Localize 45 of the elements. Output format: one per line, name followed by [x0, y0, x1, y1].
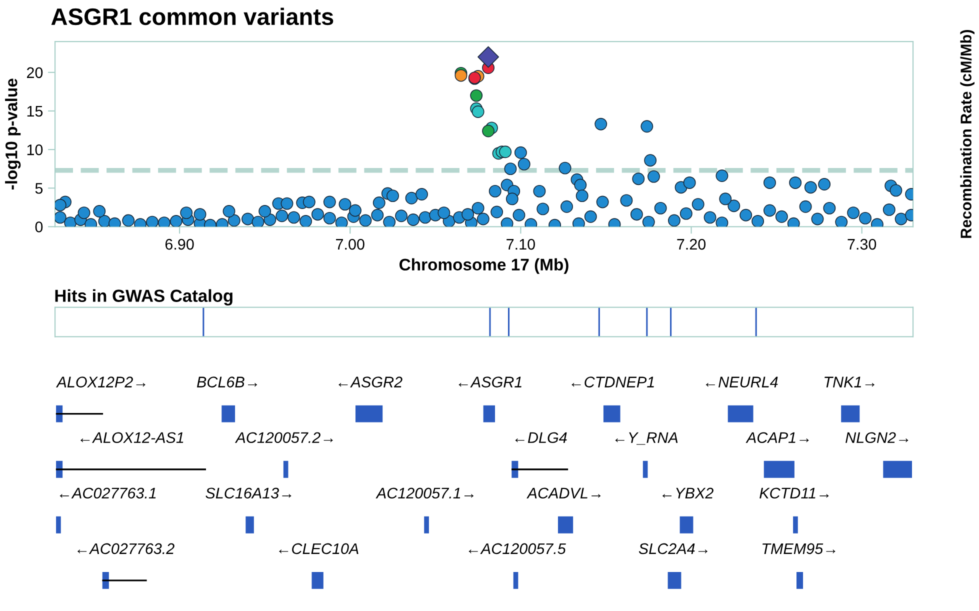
y-tick-label: 20 — [26, 67, 43, 78]
chart-title: ASGR1 common variants — [51, 8, 334, 26]
point — [499, 146, 512, 158]
x-axis-title: Chromosome 17 (Mb) — [400, 258, 568, 274]
y-axis-title: -log10 p-value — [5, 78, 21, 190]
text: ←YBX2 — [662, 488, 714, 498]
x-tick-label: 7.00 — [336, 238, 364, 250]
text: ←AC120057.5 — [468, 543, 566, 554]
point — [472, 106, 484, 118]
text: ACAP1→ — [746, 432, 809, 444]
x-tick-label: 7.30 — [848, 238, 876, 250]
y-tick-label: 5 — [35, 183, 43, 194]
text: KCTD11→ — [760, 488, 829, 499]
text: SLC16A13→ — [206, 488, 292, 499]
text: BCL6B→ — [196, 376, 258, 388]
x-tick-label: 7.20 — [677, 238, 706, 250]
x-tick-label: 6.90 — [165, 238, 194, 250]
text: ALOX12P2→ — [56, 376, 146, 388]
text: ←CLEC10A — [279, 543, 358, 554]
text: ←ALOX12-AS1 — [80, 432, 184, 444]
chart-title: Hits in GWAS Catalog — [55, 289, 232, 306]
text: ←ASGR2 — [338, 376, 402, 388]
text: ←AC027763.2 — [78, 543, 174, 554]
text: ←CTDNEP1 — [572, 376, 654, 388]
text: NLGN2→ — [846, 432, 908, 444]
x-tick-label: 7.10 — [506, 238, 535, 250]
text: ←DLG4 — [515, 432, 567, 444]
point — [470, 89, 483, 102]
y-tick-label: 15 — [27, 106, 43, 117]
text: AC120057.2→ — [234, 432, 333, 444]
point — [454, 69, 468, 82]
text: TMEM95→ — [762, 543, 836, 554]
text: ←AC027763.1 — [60, 488, 156, 499]
y-tick-label: 10 — [27, 144, 43, 156]
point — [482, 124, 495, 138]
y-tick-label: 0 — [35, 222, 43, 232]
text: ACADVL→ — [526, 488, 601, 499]
text: ←NEURL4 — [706, 376, 778, 388]
text: ←Y_RNA — [615, 432, 678, 445]
text: ←ASGR1 — [458, 376, 522, 388]
text: AC120057.1→ — [376, 488, 474, 499]
text: TNK1→ — [824, 376, 874, 388]
text: SLC2A4→ — [638, 543, 708, 554]
point — [478, 46, 499, 68]
y2-axis-title: Recombination Rate (cM/Mb) — [960, 30, 974, 238]
